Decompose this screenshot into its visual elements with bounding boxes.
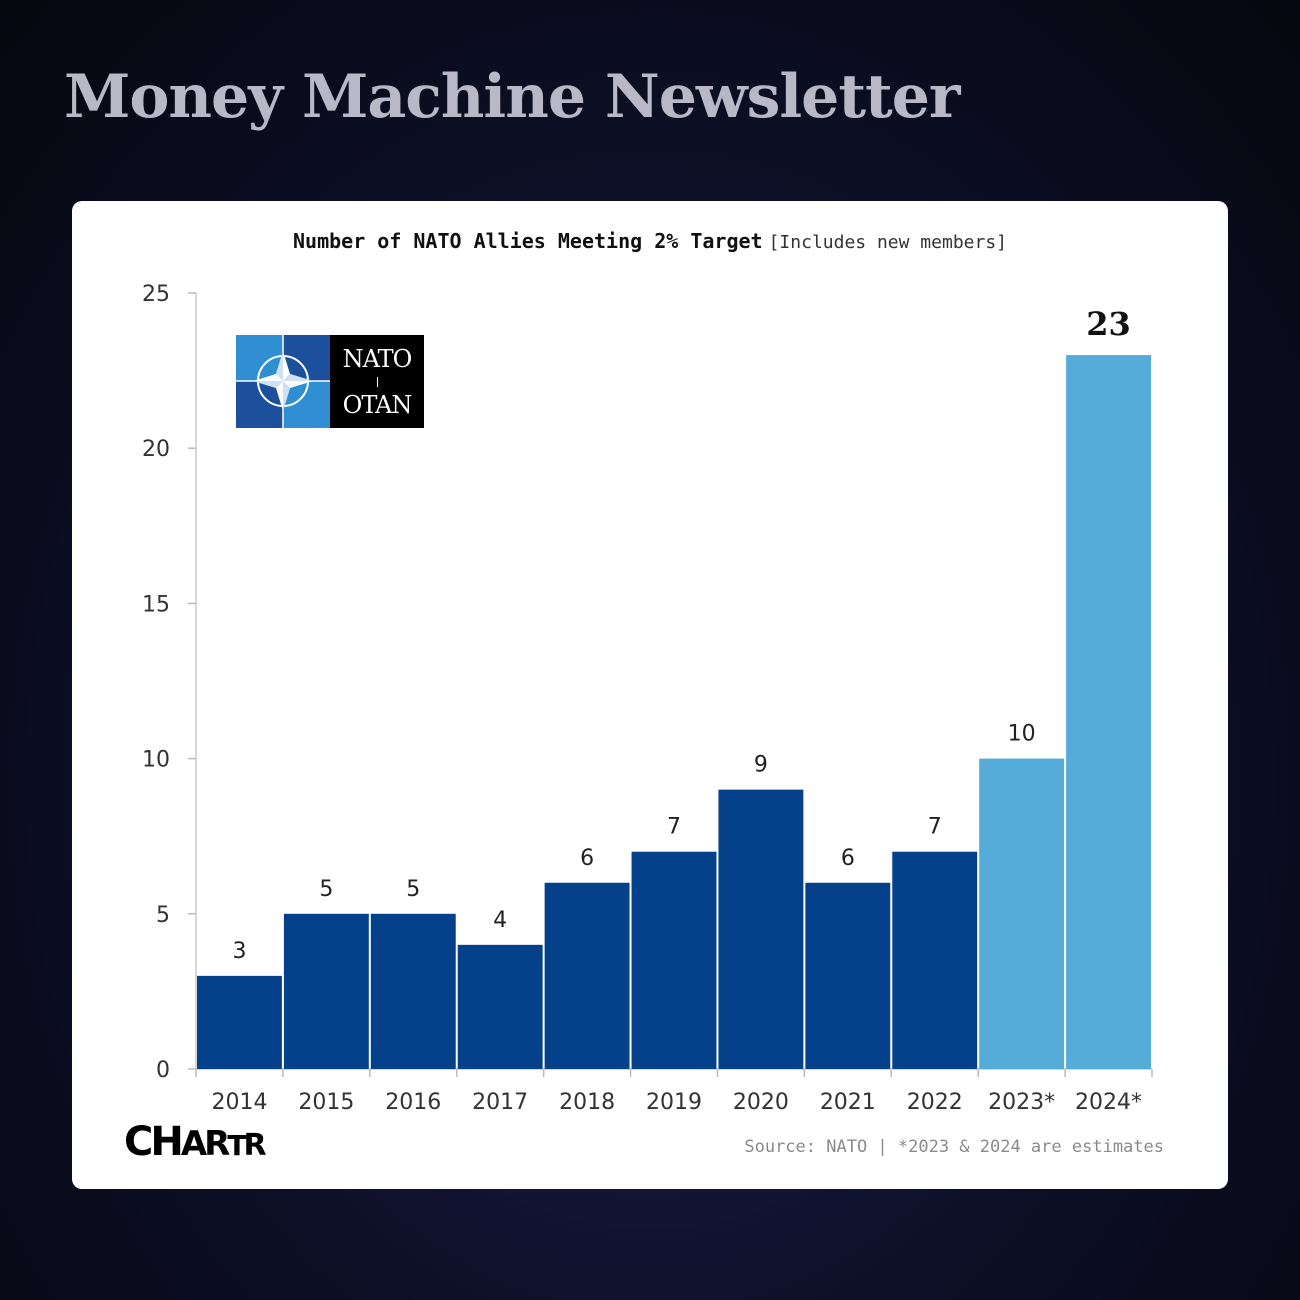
bar-chart: 0 5 10 15 20 25 2014 3 2015 5 2016 5 2017 4 2018 6 2019 7…: [142, 282, 1153, 1115]
chart-card: Number of NATO Allies Meeting 2% Target[…: [72, 201, 1228, 1189]
nato-logo: NATO OTAN: [236, 335, 424, 428]
data-label: 7: [928, 815, 942, 840]
data-label: 6: [841, 846, 855, 871]
data-label: 3: [232, 939, 246, 964]
x-tick-label: 2014: [211, 1090, 267, 1115]
y-tick-label: 5: [156, 903, 170, 928]
chartr-logo: CHARTR: [124, 1119, 267, 1165]
data-label: 23: [1086, 305, 1131, 343]
nato-compass-icon: [236, 335, 330, 428]
y-tick-label: 20: [142, 437, 170, 462]
chartr-logo-part: AR: [180, 1124, 230, 1164]
x-tick-label: 2016: [385, 1090, 441, 1115]
x-tick-label: 2020: [733, 1090, 789, 1115]
bar: [805, 882, 891, 1069]
nato-text: NATO: [342, 344, 413, 373]
data-label: 5: [406, 877, 420, 902]
newsletter-title: Money Machine Newsletter: [64, 62, 961, 132]
data-label: 5: [319, 877, 333, 902]
bar: [892, 851, 978, 1069]
bar: [718, 789, 804, 1069]
x-tick-label: 2019: [646, 1090, 702, 1115]
chartr-logo-part: T: [227, 1129, 246, 1162]
data-label: 10: [1008, 722, 1036, 747]
bar: [979, 758, 1065, 1069]
y-tick-label: 15: [142, 592, 170, 617]
x-tick-label: 2023*: [988, 1090, 1055, 1115]
x-tick-label: 2018: [559, 1090, 615, 1115]
otan-text: OTAN: [342, 390, 413, 419]
x-tick-label: 2024*: [1075, 1090, 1142, 1115]
data-label: 9: [754, 753, 768, 778]
chart-title: Number of NATO Allies Meeting 2% Target[…: [72, 229, 1228, 253]
y-tick-label: 25: [142, 282, 170, 307]
nato-separator: [376, 376, 378, 387]
bar: [1066, 355, 1151, 1069]
data-label: 6: [580, 846, 594, 871]
bar: [631, 851, 717, 1069]
bar: [370, 913, 456, 1069]
chartr-logo-part: R: [243, 1128, 266, 1163]
x-tick-label: 2021: [820, 1090, 876, 1115]
bar: [283, 913, 369, 1069]
chartr-logo-part: CH: [124, 1119, 184, 1165]
bar: [457, 944, 543, 1069]
chart-subtitle: [Includes new members]: [768, 232, 1008, 253]
data-label: 7: [667, 815, 681, 840]
x-tick-label: 2015: [298, 1090, 354, 1115]
y-tick-label: 10: [142, 748, 170, 773]
y-tick-label: 0: [156, 1058, 170, 1083]
nato-wordmark: NATO OTAN: [330, 335, 424, 428]
x-tick-label: 2017: [472, 1090, 528, 1115]
data-label: 4: [493, 908, 507, 933]
x-tick-label: 2022: [907, 1090, 963, 1115]
source-note: Source: NATO | *2023 & 2024 are estimate…: [744, 1137, 1164, 1157]
chart-title-main: Number of NATO Allies Meeting 2% Target: [292, 229, 763, 253]
bar: [197, 975, 282, 1069]
bar: [544, 882, 630, 1069]
